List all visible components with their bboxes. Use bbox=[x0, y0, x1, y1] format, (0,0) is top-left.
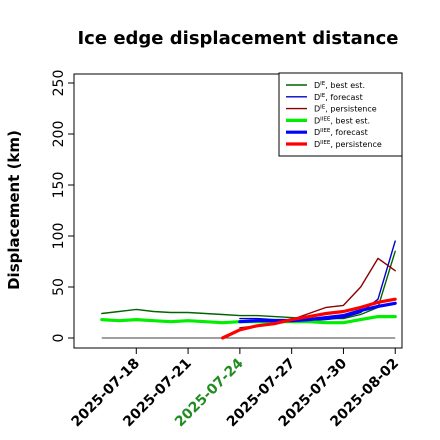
legend-label: DIE, best est. bbox=[314, 81, 365, 90]
series-line-6 bbox=[221, 297, 397, 340]
y-tick-label: 100 bbox=[51, 223, 67, 250]
x-axis: 2025-07-182025-07-212025-07-242025-07-27… bbox=[68, 348, 402, 430]
plot-area bbox=[100, 240, 397, 340]
y-axis: 0 50 100 150 200 250 bbox=[51, 70, 75, 343]
series-line-5 bbox=[238, 301, 397, 324]
legend-label: DIIEE, forecast bbox=[314, 128, 368, 137]
series-line-1 bbox=[101, 250, 396, 320]
y-tick-label: 250 bbox=[51, 70, 67, 97]
legend: DIE, best est. DIE, forecast DIE, persiste… bbox=[278, 72, 403, 157]
y-tick-label: 150 bbox=[51, 172, 67, 199]
legend-label: DIE, persistence bbox=[314, 105, 377, 114]
y-tick-label: 200 bbox=[51, 121, 67, 148]
chart-title: Ice edge displacement distance bbox=[77, 28, 398, 49]
legend-label: DIIEE, persistence bbox=[314, 140, 382, 149]
y-axis-label: Displacement (km) bbox=[5, 130, 23, 290]
legend-label: DIE, forecast bbox=[314, 93, 363, 102]
y-tick-label: 50 bbox=[51, 278, 67, 296]
y-tick-label: 0 bbox=[51, 334, 67, 343]
legend-label: DIIEE, best est. bbox=[314, 116, 370, 125]
legend-box bbox=[278, 72, 403, 157]
